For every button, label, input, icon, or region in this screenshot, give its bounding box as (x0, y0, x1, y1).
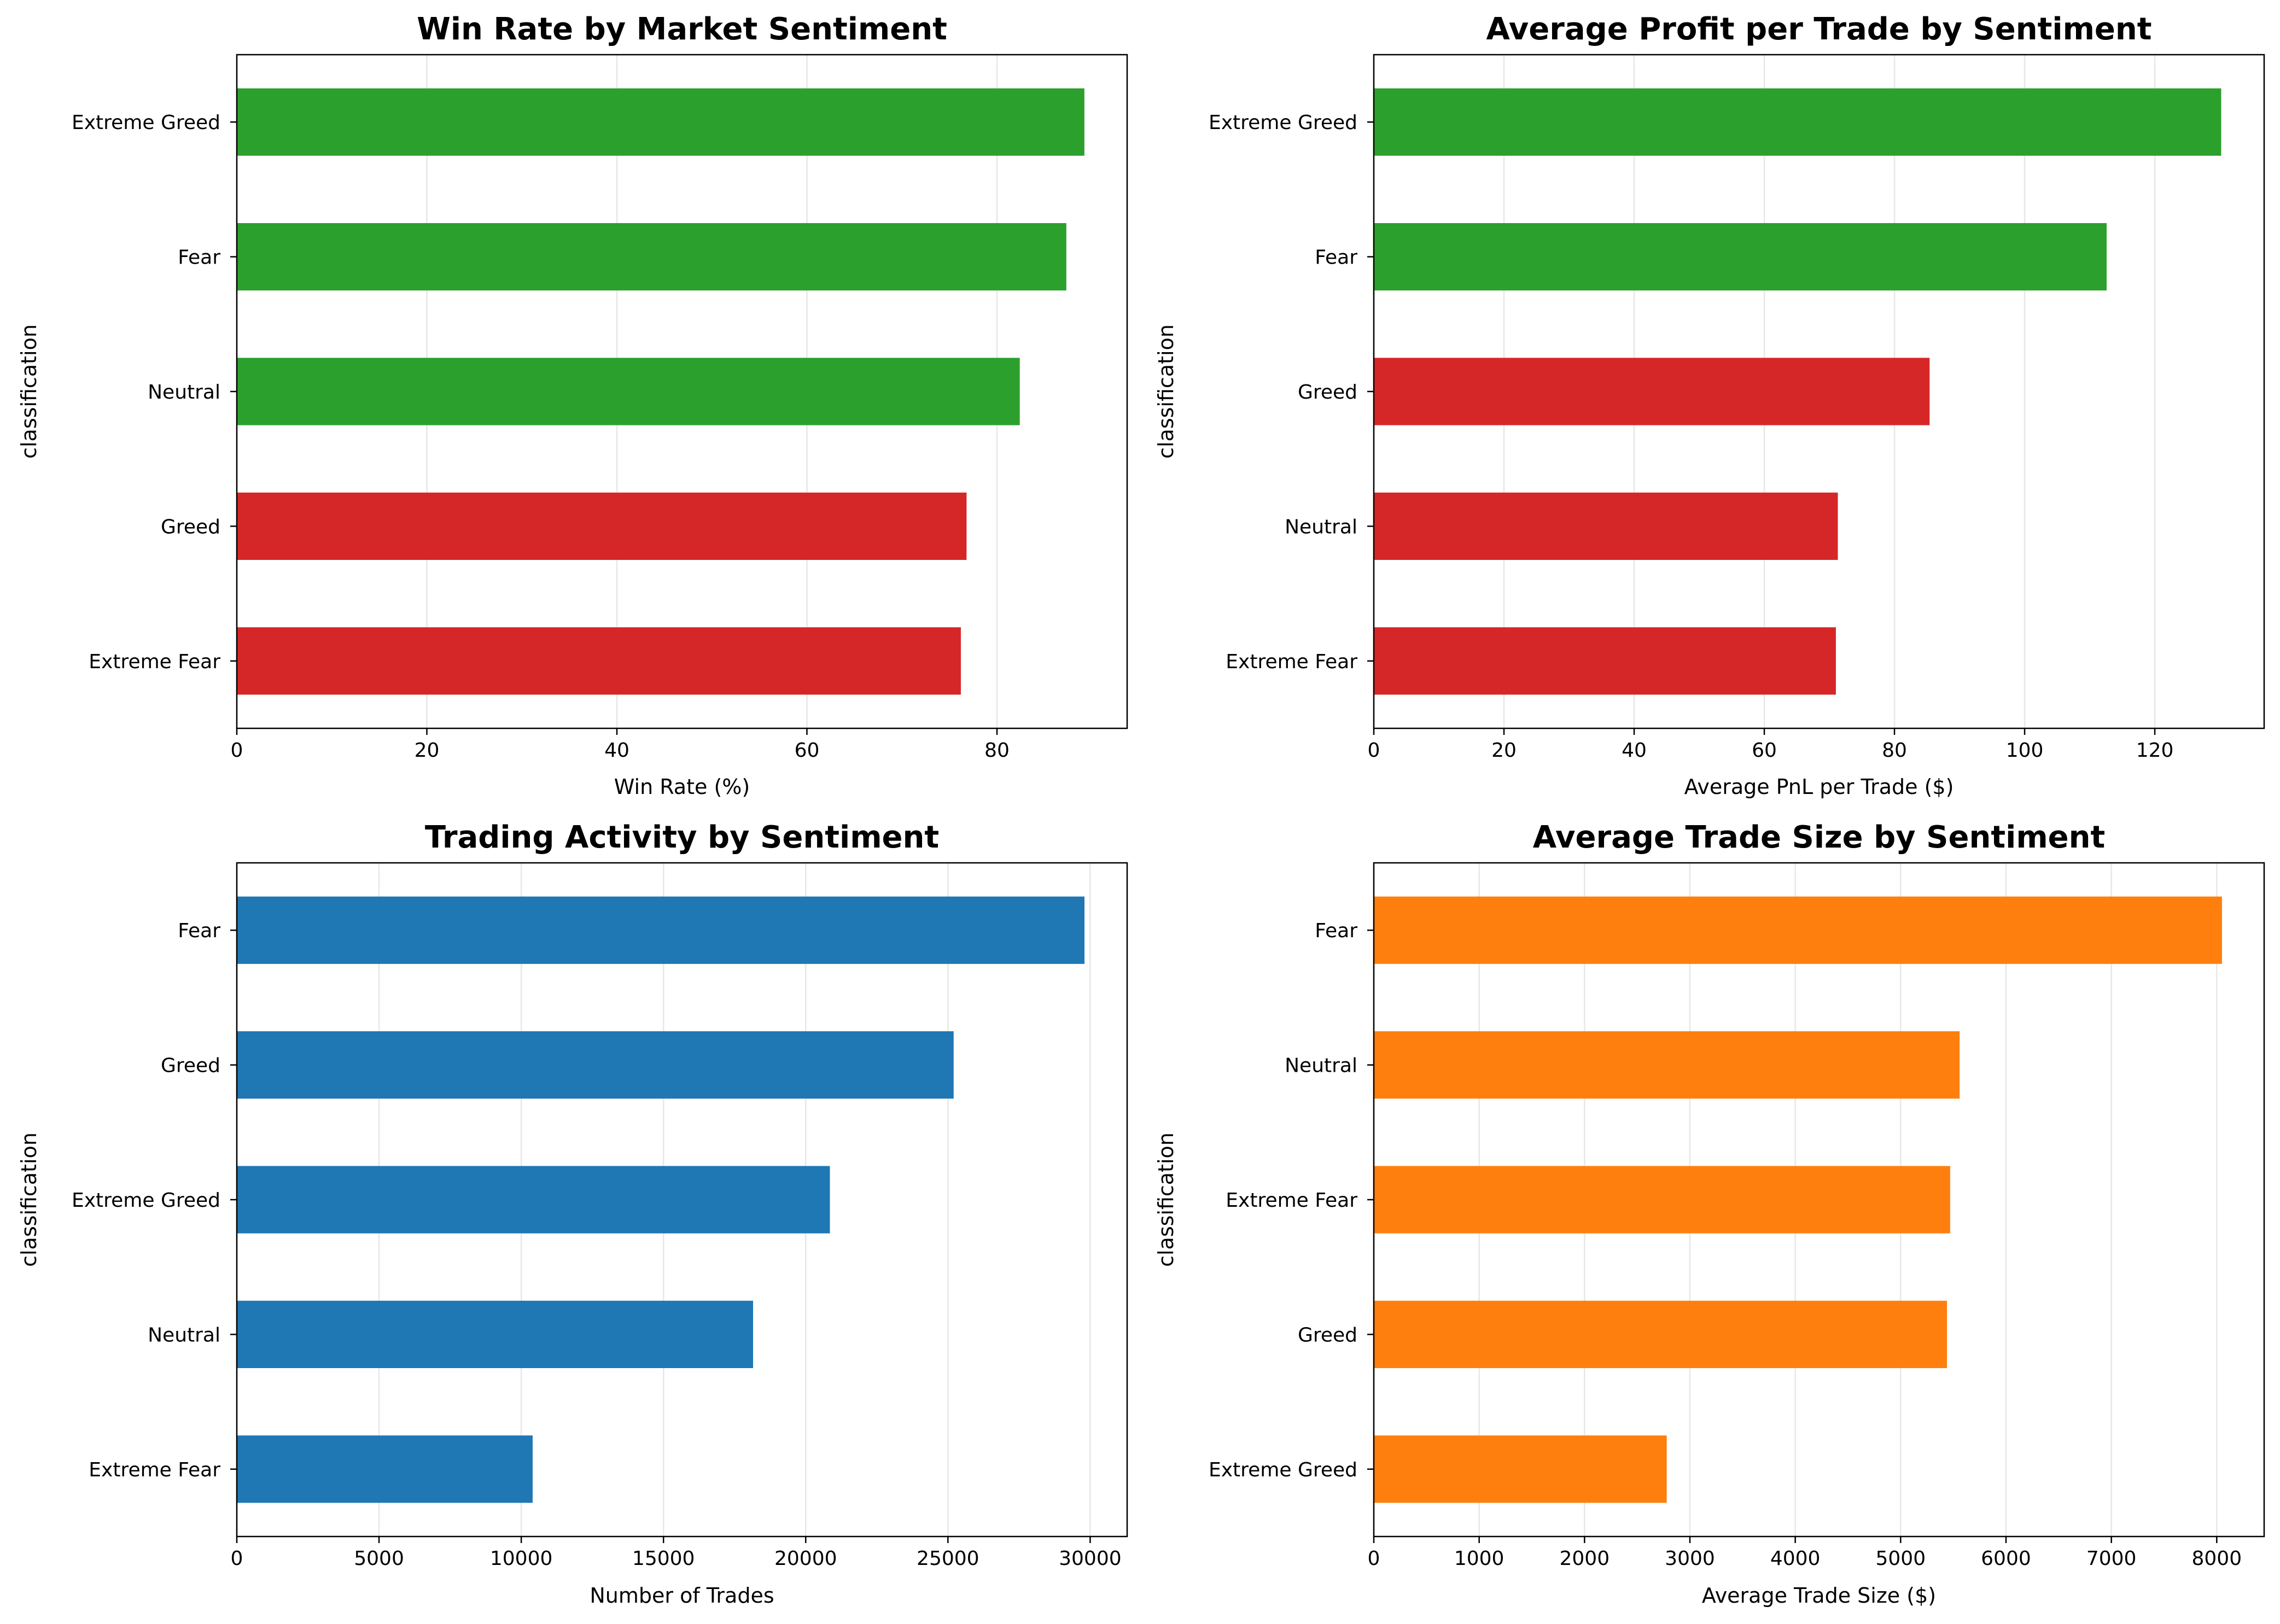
y-tick-label: Extreme Greed (1209, 112, 1357, 134)
y-tick-label: Greed (1298, 381, 1357, 404)
y-tick-label: Greed (161, 1055, 220, 1077)
y-tick-label: Extreme Greed (1209, 1459, 1357, 1481)
bar (237, 1300, 754, 1368)
y-tick-label: Fear (1315, 920, 1357, 942)
x-tick-label: 80 (984, 739, 1010, 762)
x-tick-label: 120 (2136, 739, 2174, 762)
bar (237, 492, 967, 560)
bar (1374, 1300, 1947, 1368)
bar (237, 358, 1020, 425)
y-tick-label: Fear (178, 920, 220, 942)
bar (1374, 1031, 1960, 1099)
y-tick-label: Greed (161, 516, 220, 538)
x-tick-label: 0 (1368, 739, 1380, 762)
y-tick-label: Extreme Greed (72, 1189, 220, 1212)
chart-title: Average Profit per Trade by Sentiment (1486, 11, 2151, 47)
y-axis-label: classification (17, 324, 41, 459)
x-tick-label: 60 (1752, 739, 1777, 762)
y-tick-label: Neutral (148, 1324, 220, 1346)
x-tick-label: 30000 (1059, 1547, 1122, 1570)
y-tick-label: Extreme Fear (1226, 1189, 1357, 1212)
x-tick-label: 2000 (1560, 1547, 1610, 1570)
x-tick-label: 20 (415, 739, 440, 762)
bar (1374, 223, 2107, 291)
chart-title: Trading Activity by Sentiment (425, 820, 939, 855)
bar (1374, 1166, 1950, 1234)
chart-panel-trade-size: Average Trade Size by Sentiment Average … (1154, 820, 2265, 1608)
x-axis-label: Number of Trades (590, 1584, 774, 1608)
x-tick-label: 4000 (1770, 1547, 1821, 1570)
y-tick-label: Fear (1315, 247, 1357, 269)
y-tick-label: Greed (1298, 1324, 1357, 1346)
x-tick-label: 0 (231, 1547, 243, 1570)
chart-title: Win Rate by Market Sentiment (417, 11, 947, 47)
x-tick-label: 5000 (1876, 1547, 1926, 1570)
x-tick-label: 40 (604, 739, 629, 762)
y-axis-label: classification (1154, 324, 1178, 459)
x-tick-label: 8000 (2191, 1547, 2242, 1570)
bar (237, 1166, 830, 1234)
y-tick-label: Extreme Greed (72, 112, 220, 134)
x-tick-label: 20000 (774, 1547, 837, 1570)
x-tick-label: 7000 (2086, 1547, 2137, 1570)
x-axis-label: Average Trade Size ($) (1702, 1584, 1936, 1608)
bar (237, 223, 1066, 291)
x-tick-label: 6000 (1981, 1547, 2031, 1570)
x-axis-label: Average PnL per Trade ($) (1684, 775, 1954, 799)
bar (1374, 492, 1838, 560)
bar (1374, 627, 1836, 695)
y-tick-label: Extreme Fear (89, 1459, 220, 1481)
y-axis-label: classification (17, 1132, 41, 1267)
y-tick-label: Neutral (148, 381, 220, 404)
bar (237, 627, 961, 695)
x-axis-label: Win Rate (%) (614, 775, 750, 799)
y-tick-label: Neutral (1285, 1055, 1357, 1077)
chart-panel-win-rate: Win Rate by Market Sentiment Win Rate (%… (17, 11, 1128, 799)
x-tick-label: 100 (2006, 739, 2044, 762)
bar (1374, 358, 1930, 425)
bar (237, 1435, 533, 1503)
y-tick-label: Extreme Fear (89, 651, 220, 673)
x-tick-label: 40 (1622, 739, 1647, 762)
x-tick-label: 10000 (490, 1547, 553, 1570)
chart-panel-avg-profit: Average Profit per Trade by Sentiment Av… (1154, 11, 2265, 799)
bar (237, 896, 1084, 964)
x-tick-label: 0 (231, 739, 243, 762)
y-axis-label: classification (1154, 1132, 1178, 1267)
bar (237, 88, 1084, 156)
bar (237, 1031, 954, 1099)
bar (1374, 1435, 1667, 1503)
x-tick-label: 3000 (1665, 1547, 1715, 1570)
x-tick-label: 60 (795, 739, 820, 762)
x-tick-label: 80 (1882, 739, 1907, 762)
y-tick-label: Extreme Fear (1226, 651, 1357, 673)
x-tick-label: 1000 (1454, 1547, 1505, 1570)
bar (1374, 88, 2221, 156)
x-tick-label: 15000 (632, 1547, 695, 1570)
y-tick-label: Neutral (1285, 516, 1357, 538)
x-tick-label: 20 (1491, 739, 1517, 762)
x-tick-label: 0 (1368, 1547, 1380, 1570)
y-tick-label: Fear (178, 247, 220, 269)
chart-title: Average Trade Size by Sentiment (1533, 820, 2106, 855)
x-tick-label: 25000 (917, 1547, 979, 1570)
x-tick-label: 5000 (354, 1547, 404, 1570)
bar (1374, 896, 2222, 964)
chart-panel-trading-activity: Trading Activity by Sentiment Number of … (17, 820, 1128, 1608)
